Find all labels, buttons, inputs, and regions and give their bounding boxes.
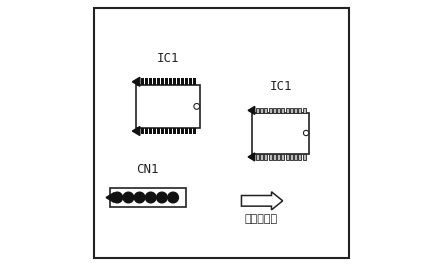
Bar (145, 78, 148, 85)
Circle shape (303, 130, 309, 136)
Bar (141, 128, 144, 134)
Bar (157, 128, 160, 134)
Bar (299, 108, 301, 113)
Bar (264, 108, 267, 113)
Bar (294, 108, 297, 113)
Bar (169, 78, 172, 85)
Bar (153, 78, 156, 85)
Bar (157, 78, 160, 85)
Bar (281, 154, 284, 160)
Bar (141, 78, 144, 85)
Bar (303, 154, 306, 160)
Bar (145, 128, 148, 134)
Bar (294, 154, 297, 160)
Bar (193, 78, 196, 85)
Bar (256, 108, 259, 113)
Circle shape (145, 192, 156, 203)
Circle shape (168, 192, 179, 203)
Bar (149, 128, 152, 134)
Bar (181, 78, 184, 85)
Bar (149, 78, 152, 85)
Bar (173, 78, 176, 85)
Text: IC1: IC1 (157, 52, 179, 65)
Bar (177, 128, 180, 134)
Text: CN1: CN1 (136, 163, 159, 176)
Bar (173, 128, 176, 134)
Bar (273, 154, 276, 160)
Polygon shape (248, 106, 255, 114)
Bar (193, 128, 196, 134)
Bar (268, 108, 272, 113)
Bar (189, 78, 192, 85)
Bar (290, 154, 293, 160)
Bar (260, 108, 263, 113)
Bar (136, 85, 200, 128)
Circle shape (112, 192, 123, 203)
Bar (303, 108, 306, 113)
Polygon shape (132, 127, 140, 135)
Bar (161, 78, 164, 85)
Bar (260, 154, 263, 160)
Bar (185, 78, 188, 85)
Bar (277, 154, 280, 160)
Text: 过波峽方向: 过波峽方向 (245, 214, 278, 225)
Circle shape (156, 192, 167, 203)
Polygon shape (132, 77, 140, 86)
Bar (299, 154, 301, 160)
Bar (181, 128, 184, 134)
Bar (153, 128, 156, 134)
Bar (281, 108, 284, 113)
Bar (273, 108, 276, 113)
Polygon shape (106, 193, 114, 202)
FancyArrow shape (241, 192, 283, 210)
Bar (290, 108, 293, 113)
Bar (110, 188, 186, 207)
Bar (268, 154, 272, 160)
Bar (252, 113, 309, 154)
Polygon shape (248, 153, 255, 161)
Circle shape (123, 192, 134, 203)
Bar (256, 154, 259, 160)
Circle shape (194, 103, 200, 109)
Bar (264, 154, 267, 160)
Bar (277, 108, 280, 113)
Bar (286, 108, 288, 113)
Bar (189, 128, 192, 134)
Text: IC1: IC1 (269, 80, 292, 93)
Circle shape (134, 192, 145, 203)
Bar (169, 128, 172, 134)
Bar (161, 128, 164, 134)
Bar (165, 128, 168, 134)
Bar (165, 78, 168, 85)
Bar (185, 128, 188, 134)
Bar (177, 78, 180, 85)
Bar (286, 154, 288, 160)
